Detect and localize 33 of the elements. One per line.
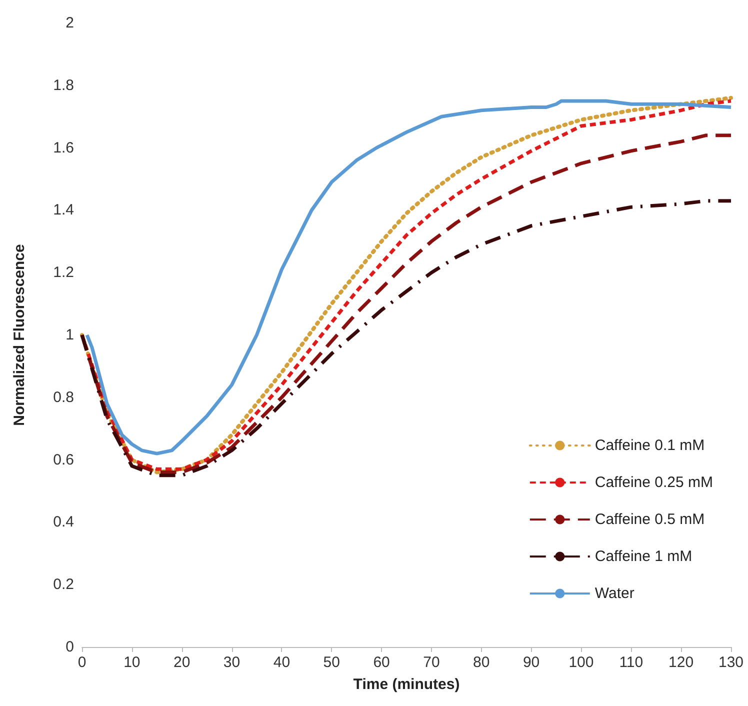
y-tick-label: 2 [66,14,74,32]
legend-label: Caffeine 1 mM [594,548,692,565]
legend-label: Water [594,585,634,602]
x-axis-title: Time (minutes) [353,676,460,693]
x-tick-label: 110 [619,654,644,671]
x-tick-label: 100 [568,654,594,671]
y-tick-label: 0.6 [53,451,74,468]
legend-label: Caffeine 0.25 mM [594,474,714,491]
x-tick-label: 90 [522,654,540,671]
x-tick-label: 30 [223,654,240,671]
legend-label: Caffeine 0.5 mM [594,511,705,528]
y-tick-label: 1.8 [53,76,74,94]
y-tick-label: 0.2 [53,576,74,594]
x-tick-label: 10 [124,654,140,671]
x-tick-label: 40 [273,654,290,671]
y-tick-label: 1.2 [53,264,74,282]
x-tick-label: 130 [718,654,744,671]
x-tick-label: 60 [373,654,390,671]
x-tick-label: 0 [78,654,86,671]
x-tick-label: 50 [323,654,340,671]
y-axis-title: Normalized Fluorescence [11,244,28,426]
x-tick-label: 120 [668,654,694,671]
y-tick-label: 1.4 [53,202,74,219]
y-tick-label: 0.8 [53,388,74,406]
y-tick-label: 0 [66,638,74,656]
legend-label: Caffeine 0.1 mM [594,437,705,454]
y-tick-label: 0.4 [53,514,74,531]
line-series [80,199,733,478]
x-tick-label: 80 [473,654,490,671]
x-tick-label: 70 [423,654,440,671]
y-tick-label: 1.6 [53,139,74,156]
x-tick-label: 20 [174,654,190,671]
y-tick-label: 1 [66,326,74,344]
